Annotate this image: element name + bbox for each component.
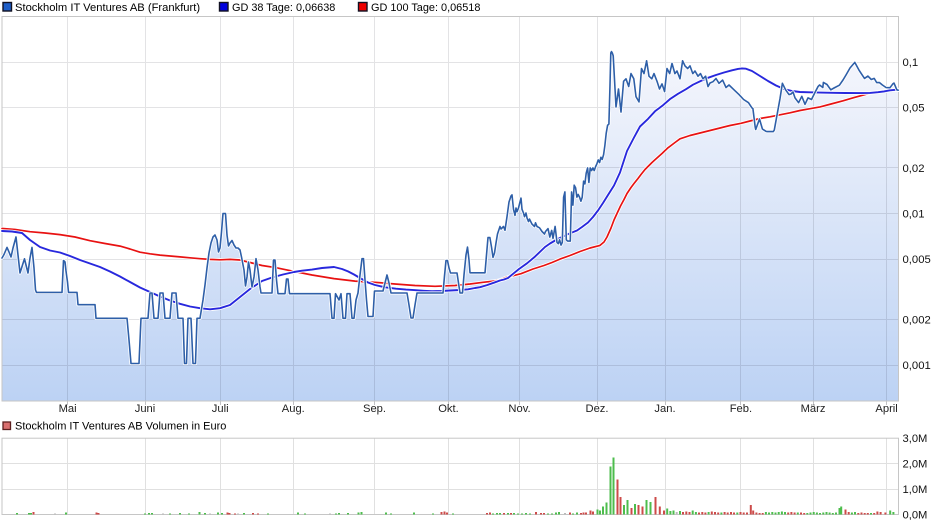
svg-text:2,0M: 2,0M <box>903 459 928 471</box>
svg-text:3,0M: 3,0M <box>903 433 928 445</box>
svg-text:0,01: 0,01 <box>903 209 925 221</box>
svg-text:Sep.: Sep. <box>363 403 386 415</box>
svg-text:Stockholm IT Ventures AB Volum: Stockholm IT Ventures AB Volumen in Euro <box>15 421 226 433</box>
svg-text:0,0M: 0,0M <box>903 510 928 522</box>
svg-text:GD 38 Tage: 0,06638: GD 38 Tage: 0,06638 <box>232 2 335 14</box>
svg-text:Mai: Mai <box>59 403 77 415</box>
svg-text:Dez.: Dez. <box>585 403 608 415</box>
svg-text:Stockholm IT Ventures AB (Fran: Stockholm IT Ventures AB (Frankfurt) <box>15 2 200 14</box>
svg-text:Aug.: Aug. <box>282 403 305 415</box>
svg-text:0,05: 0,05 <box>903 103 925 115</box>
svg-text:1,0M: 1,0M <box>903 484 928 496</box>
svg-text:März: März <box>801 403 826 415</box>
svg-text:0,02: 0,02 <box>903 163 925 175</box>
svg-text:Juni: Juni <box>135 403 156 415</box>
svg-text:Juli: Juli <box>212 403 229 415</box>
svg-text:Feb.: Feb. <box>730 403 752 415</box>
svg-text:Nov.: Nov. <box>508 403 530 415</box>
svg-text:0,001: 0,001 <box>903 360 931 372</box>
svg-text:April: April <box>875 403 897 415</box>
svg-text:0,005: 0,005 <box>903 254 931 266</box>
svg-text:0,1: 0,1 <box>903 57 919 69</box>
svg-text:Okt.: Okt. <box>438 403 459 415</box>
svg-text:Jan.: Jan. <box>654 403 675 415</box>
svg-text:GD 100 Tage: 0,06518: GD 100 Tage: 0,06518 <box>371 2 480 14</box>
svg-text:0,002: 0,002 <box>903 314 931 326</box>
